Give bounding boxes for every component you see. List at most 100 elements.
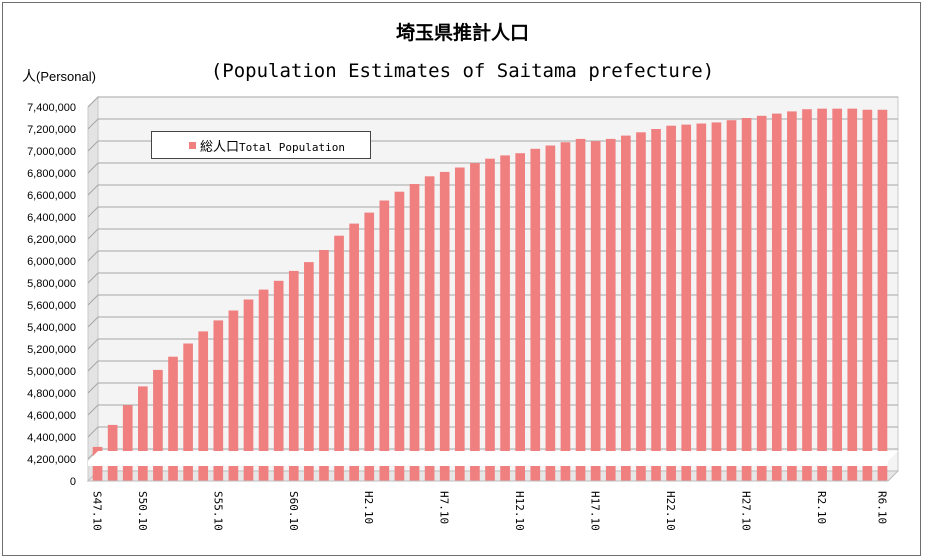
bar <box>575 138 586 481</box>
y-tick-label: 7,400,000 <box>27 102 76 114</box>
gridline <box>87 360 898 372</box>
y-tick-label: 7,000,000 <box>27 146 76 158</box>
bar <box>590 141 601 481</box>
bar <box>485 158 495 481</box>
bar <box>439 171 450 481</box>
y-tick-label: 4,400,000 <box>27 432 76 444</box>
y-tick-label: 5,600,000 <box>27 300 76 312</box>
y-tick-label: 6,000,000 <box>27 256 76 268</box>
bar <box>605 138 616 481</box>
x-tick-label: R2.10 <box>815 491 828 524</box>
y-tick-label: 6,800,000 <box>27 168 76 180</box>
bar <box>198 331 209 481</box>
bar <box>636 132 646 482</box>
x-tick-label: H2.10 <box>362 491 375 524</box>
bar <box>530 148 541 482</box>
legend-label-en: Total Population <box>239 140 345 154</box>
gridline <box>87 382 898 394</box>
bar <box>681 124 692 481</box>
gridline <box>87 404 898 416</box>
bar <box>319 250 329 481</box>
legend-swatch <box>189 141 196 149</box>
gridline <box>87 228 898 240</box>
gridline <box>87 250 898 262</box>
bar <box>651 129 661 481</box>
bar <box>334 235 344 481</box>
gridline <box>87 316 898 328</box>
plot-side-wall <box>87 95 99 483</box>
bar <box>666 125 676 481</box>
bar <box>243 299 254 481</box>
bar <box>349 223 359 481</box>
bar <box>621 135 631 481</box>
chart-title: 埼玉県推計人口 <box>395 22 529 44</box>
bar <box>168 356 178 481</box>
bar <box>862 109 873 481</box>
chart-subtitle: (Population Estimates of Saitama prefect… <box>210 60 715 82</box>
x-tick-label: R6.10 <box>875 491 888 524</box>
y-axis-label-en: (Personal) <box>36 69 96 84</box>
y-axis-label-jp: 人 <box>22 68 36 84</box>
bar <box>288 270 299 481</box>
bar <box>409 184 420 481</box>
gridline <box>87 338 898 350</box>
bar <box>545 145 556 481</box>
y-tick-label: 6,200,000 <box>27 234 76 246</box>
x-tick-label: S50.10 <box>136 491 149 531</box>
y-tick-label: 4,800,000 <box>27 388 76 400</box>
x-tick-label: H12.10 <box>513 491 526 531</box>
x-tick-label: H17.10 <box>589 491 602 531</box>
axis-break <box>88 451 898 466</box>
bar <box>470 163 480 481</box>
bar <box>787 111 797 482</box>
bar <box>424 176 435 482</box>
bar <box>364 212 375 481</box>
bar <box>500 155 510 481</box>
legend-label: 総人口Total Population <box>200 136 345 155</box>
y-tick-label: 6,600,000 <box>27 190 76 202</box>
bar <box>741 118 752 481</box>
bar <box>153 369 163 481</box>
gridline <box>87 294 898 306</box>
bar <box>454 167 465 481</box>
gridline <box>87 426 898 438</box>
bar <box>122 405 133 481</box>
x-tick-label: S55.10 <box>211 491 224 531</box>
bar <box>515 153 526 481</box>
y-tick-label: 4,600,000 <box>27 410 76 422</box>
bar <box>304 262 314 481</box>
x-tick-label: S47.10 <box>91 491 104 531</box>
x-tick-label: H7.10 <box>438 491 451 524</box>
bar <box>273 280 284 481</box>
bar <box>379 200 390 481</box>
y-tick-label: 6,400,000 <box>27 212 76 224</box>
y-tick-label: 5,000,000 <box>27 366 76 378</box>
y-tick-label: 7,200,000 <box>27 124 76 136</box>
bar <box>560 142 571 481</box>
gridline <box>87 162 898 174</box>
x-tick-label: H22.10 <box>664 491 677 531</box>
y-tick-label: 5,200,000 <box>27 344 76 356</box>
bar <box>771 113 782 481</box>
bar <box>817 108 827 482</box>
bar <box>726 120 737 481</box>
y-axis-label: 人(Personal) <box>22 66 96 86</box>
legend: 総人口Total Population <box>151 131 371 159</box>
gridline <box>87 118 898 130</box>
bar <box>213 320 224 481</box>
bar <box>847 108 858 482</box>
gridline <box>87 140 898 152</box>
y-tick-label: 0 <box>70 476 76 488</box>
y-tick-label: 4,200,000 <box>27 454 76 466</box>
x-tick-label: H27.10 <box>740 491 753 531</box>
bar <box>394 191 405 481</box>
bar <box>228 310 239 481</box>
y-tick-label: 5,400,000 <box>27 322 76 334</box>
bar <box>258 289 269 481</box>
bar <box>711 122 722 482</box>
bar <box>832 108 842 482</box>
bar <box>877 109 888 481</box>
bar <box>183 343 193 481</box>
gridline <box>87 206 898 218</box>
